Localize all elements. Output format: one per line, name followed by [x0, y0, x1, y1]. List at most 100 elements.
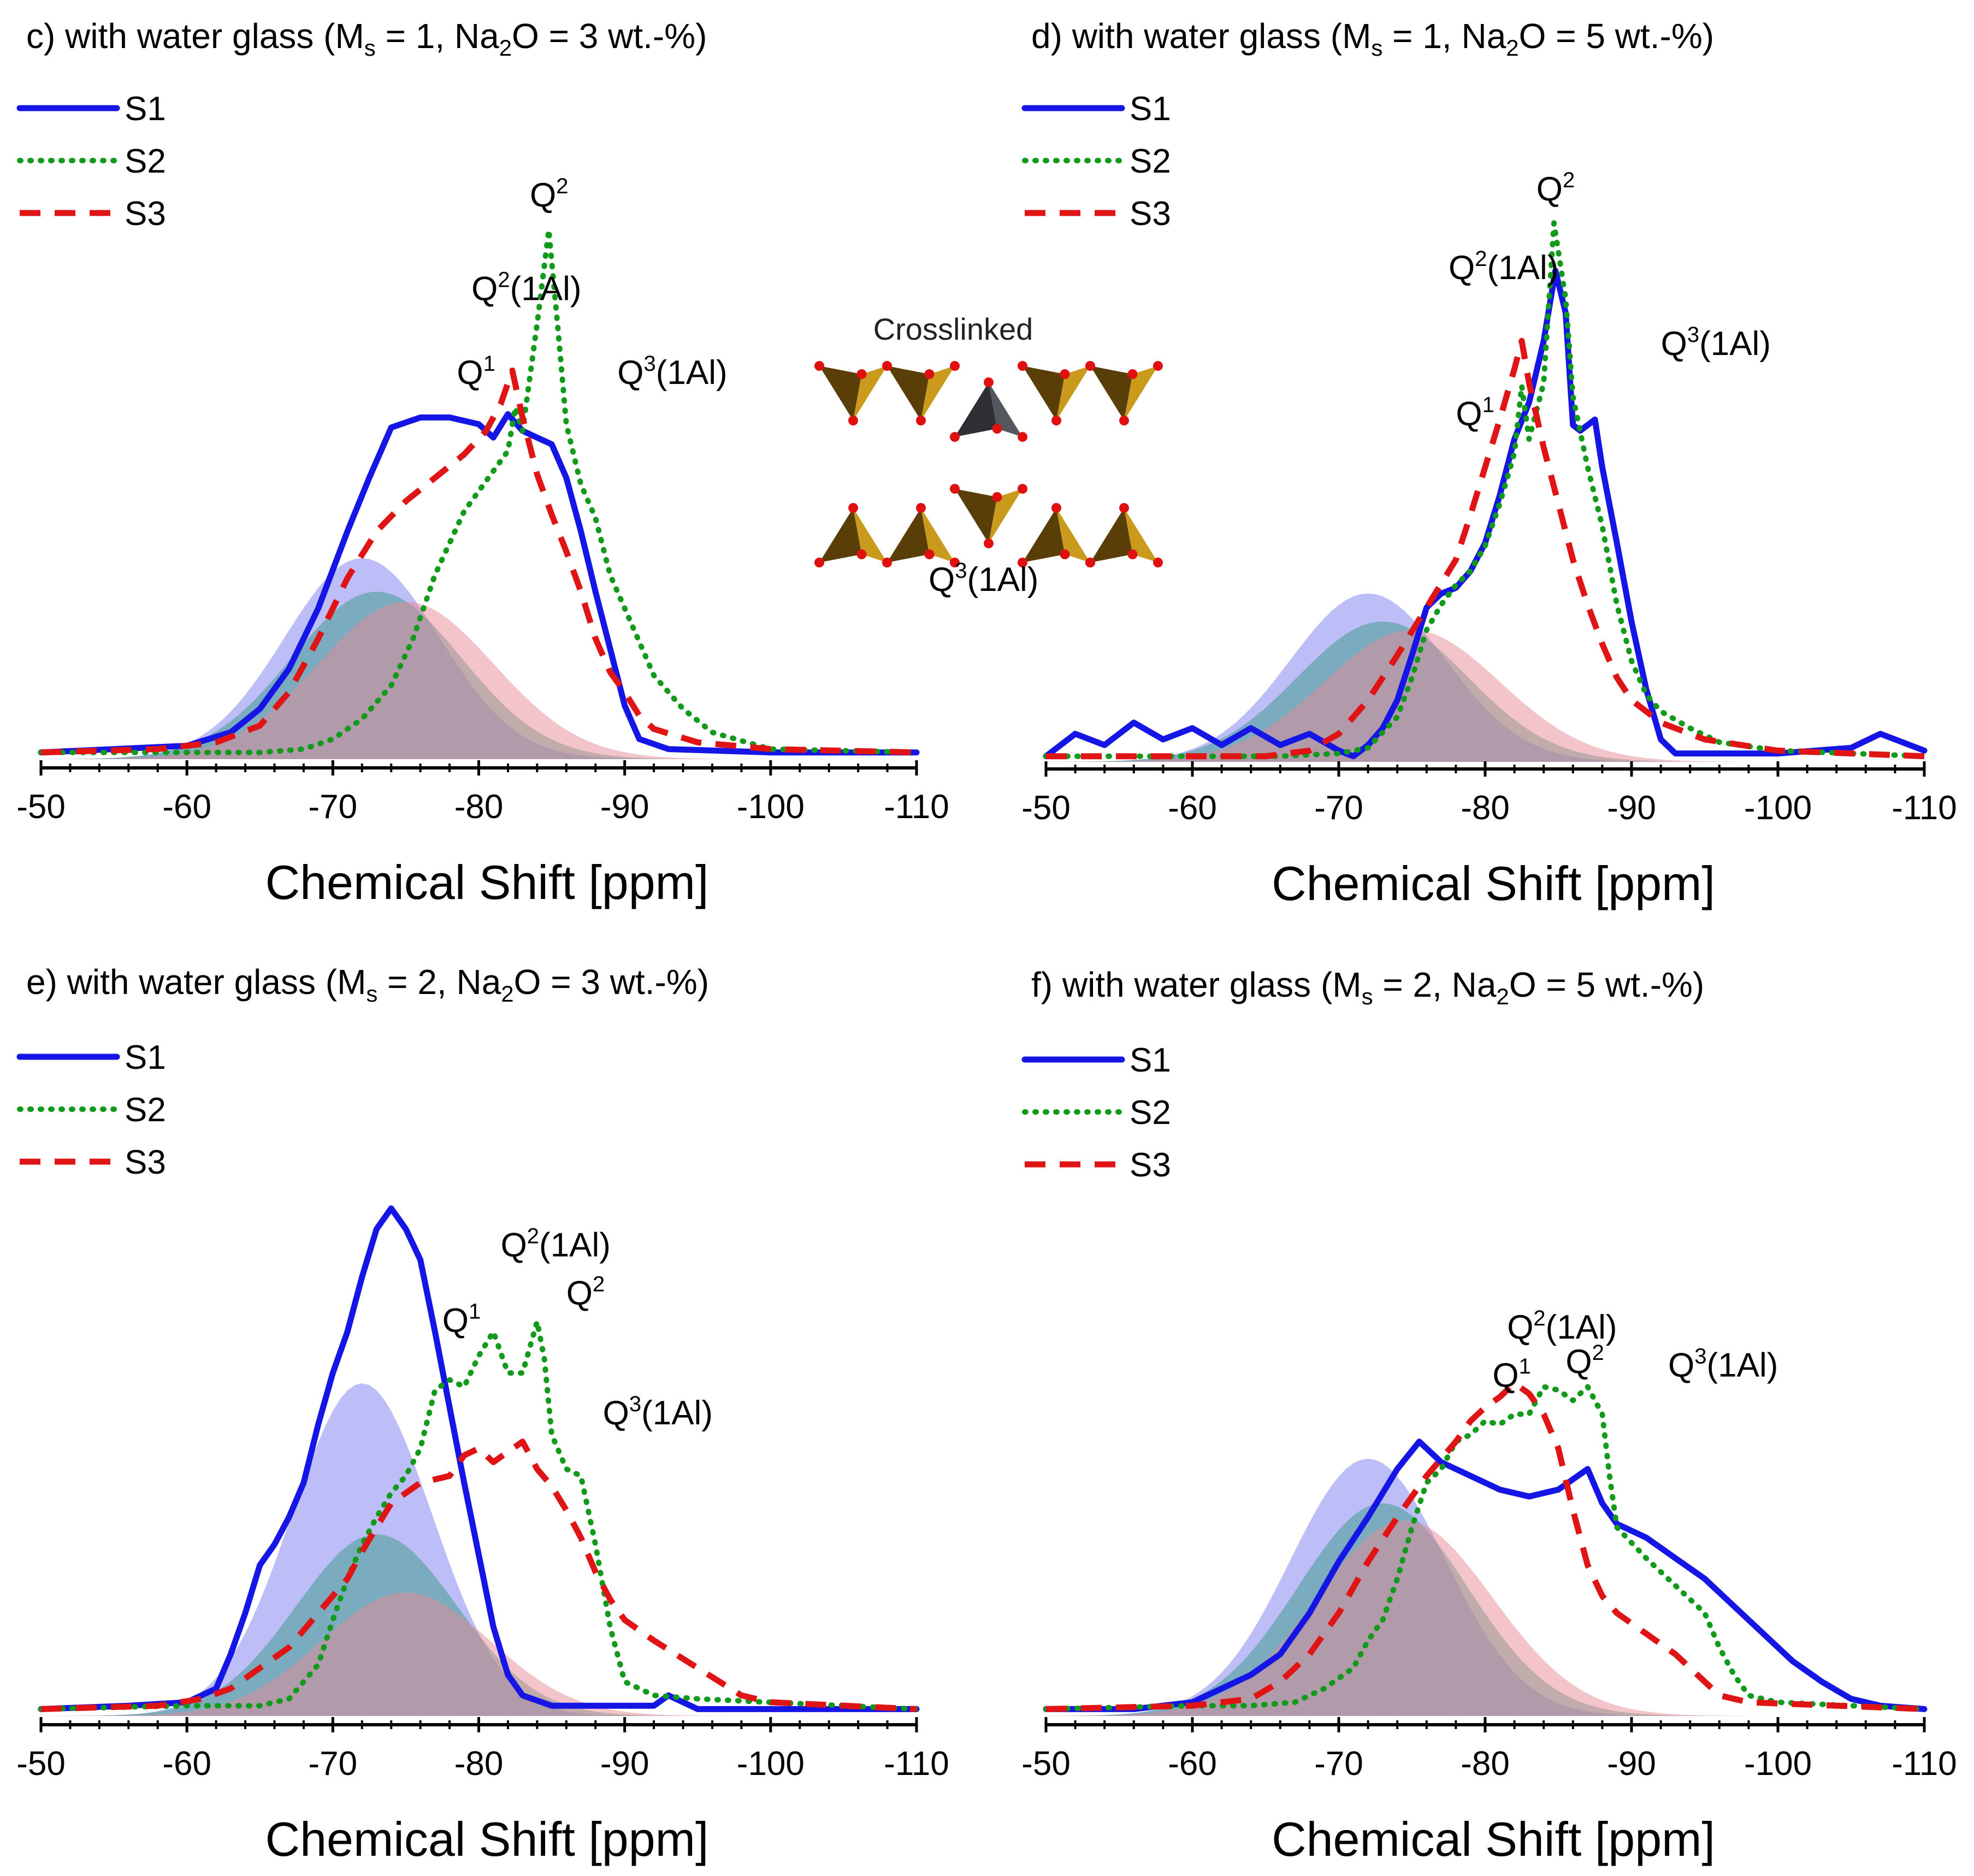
oxygen-atom — [814, 558, 824, 567]
x-tick-label: -90 — [600, 788, 649, 826]
peak-annotation: Q2(1Al) — [501, 1224, 611, 1264]
oxygen-atom — [1085, 558, 1095, 567]
oxygen-atom — [950, 558, 960, 567]
oxygen-atom — [882, 558, 892, 567]
tetrahedron-face — [819, 366, 862, 421]
area-s2 — [41, 591, 917, 759]
peak-annotation: Q2(1Al) — [1449, 247, 1558, 287]
x-tick-label: -50 — [16, 1745, 66, 1783]
peak-annotation: Q3(1Al) — [617, 352, 727, 392]
oxygen-atom — [848, 503, 858, 513]
oxygen-atom — [1153, 361, 1163, 371]
oxygen-atom — [1018, 558, 1027, 567]
oxygen-atom — [984, 377, 994, 387]
tetrahedron-face — [1023, 508, 1065, 563]
series-line-s3 — [40, 368, 917, 756]
oxygen-atom — [1018, 432, 1027, 442]
x-axis-label: Chemical Shift [ppm] — [265, 855, 709, 909]
x-tick-label: -80 — [454, 1745, 504, 1783]
peak-annotation: Q3(1Al) — [603, 1392, 713, 1432]
series-line-s1 — [1043, 268, 1928, 760]
inset-q3-label: Q3(1Al) — [929, 559, 1038, 599]
oxygen-atom — [848, 416, 858, 425]
legend-label-s3: S3 — [1130, 1146, 1171, 1184]
peak-annotation: Q1 — [1492, 1354, 1530, 1394]
x-tick-label: -100 — [737, 1745, 805, 1783]
oxygen-atom — [1119, 503, 1129, 513]
oxygen-atom — [916, 503, 926, 513]
tetrahedron-face — [955, 489, 997, 543]
legend-label-s2: S2 — [1130, 143, 1171, 180]
peak-annotation: Q2 — [1565, 1341, 1604, 1381]
oxygen-atom — [1060, 549, 1070, 559]
peak-annotation: Q1 — [442, 1300, 481, 1340]
x-tick-label: -80 — [1461, 789, 1510, 827]
peak-annotation: Q3(1Al) — [1661, 323, 1771, 363]
x-tick-label: -90 — [600, 1745, 649, 1783]
tetrahedron-face — [1056, 508, 1090, 563]
legend-label-s1: S1 — [125, 90, 166, 128]
tetrahedron-face — [819, 508, 862, 563]
tetrahedron-face — [1124, 366, 1158, 421]
panels-layer: c) with water glass (Ms = 1, Na2O = 3 wt… — [16, 16, 1957, 1866]
panel-title: f) with water glass (Ms = 2, Na2O = 5 wt… — [1031, 965, 1704, 1009]
area-s3 — [41, 1592, 917, 1716]
tetrahedron-face — [1090, 508, 1133, 563]
tetrahedron-face — [887, 508, 930, 563]
peak-annotation: Q2 — [566, 1272, 605, 1312]
panel-f: f) with water glass (Ms = 2, Na2O = 5 wt… — [1021, 965, 1957, 1866]
series-line-s3 — [1046, 338, 1925, 760]
oxygen-atom — [924, 369, 935, 379]
x-tick-label: -70 — [309, 788, 358, 826]
oxygen-atom — [950, 361, 960, 371]
tetrahedron-face — [989, 382, 1023, 437]
tetrahedron-face — [955, 382, 997, 437]
legend-label-s1: S1 — [1130, 90, 1171, 128]
peak-annotation: Q2(1Al) — [1507, 1306, 1617, 1346]
x-tick-label: -70 — [1314, 789, 1363, 827]
oxygen-atom — [1051, 416, 1061, 425]
x-tick-label: -110 — [884, 1745, 949, 1783]
oxygen-atom — [882, 361, 892, 371]
legend-label-s1: S1 — [1130, 1041, 1171, 1079]
tetrahedron-face — [989, 489, 1023, 543]
x-tick-label: -80 — [454, 788, 504, 826]
series-line-s1 — [38, 411, 920, 756]
x-tick-label: -100 — [737, 788, 805, 826]
x-tick-label: -80 — [1461, 1745, 1510, 1783]
x-axis-label: Chemical Shift [ppm] — [1272, 856, 1715, 910]
tetrahedron-face — [887, 366, 930, 421]
x-tick-label: -60 — [162, 788, 211, 826]
legend-label-s3: S3 — [125, 195, 166, 233]
x-tick-label: -60 — [1168, 789, 1217, 827]
legend-label-s2: S2 — [125, 143, 166, 180]
series-line-s3 — [40, 1439, 917, 1712]
legend-label-s2: S2 — [1130, 1094, 1171, 1132]
series-line-s2 — [38, 227, 919, 755]
series-line-s2 — [1043, 220, 1927, 759]
oxygen-atom — [814, 361, 824, 371]
oxygen-atom — [1153, 558, 1163, 567]
oxygen-atom — [916, 416, 926, 425]
x-tick-label: -100 — [1744, 789, 1812, 827]
oxygen-atom — [1127, 549, 1138, 559]
panel-title: d) with water glass (Ms = 1, Na2O = 5 wt… — [1031, 16, 1714, 61]
oxygen-atom — [984, 538, 994, 548]
area-s3 — [41, 601, 917, 759]
tetrahedron-face — [1056, 366, 1090, 421]
oxygen-atom — [1018, 484, 1027, 494]
oxygen-atom — [1051, 503, 1061, 513]
area-s3 — [1046, 1520, 1924, 1716]
peak-annotation: Q2(1Al) — [471, 268, 581, 308]
area-s2 — [1046, 622, 1924, 762]
x-tick-label: -110 — [1892, 789, 1957, 827]
panel-d: d) with water glass (Ms = 1, Na2O = 5 wt… — [1021, 16, 1957, 910]
tetrahedron-face — [1124, 508, 1158, 563]
x-tick-label: -110 — [884, 788, 949, 826]
oxygen-atom — [1018, 361, 1027, 371]
tetrahedron-face — [921, 366, 955, 421]
legend-label-s2: S2 — [125, 1091, 166, 1129]
peak-annotation: Q2 — [1536, 168, 1575, 208]
x-axis-label: Chemical Shift [ppm] — [1272, 1812, 1715, 1866]
